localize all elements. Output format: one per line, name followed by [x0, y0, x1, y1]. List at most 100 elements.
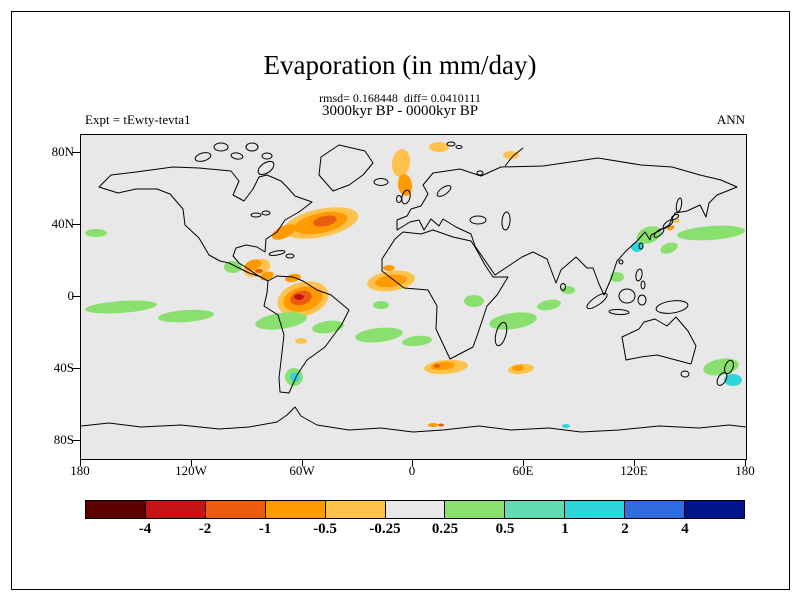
anomaly-patch-green	[537, 299, 561, 311]
lake-outline	[501, 211, 511, 231]
page-border	[11, 11, 790, 590]
experiment-label: Expt = tEwty-tevta1	[85, 112, 191, 127]
anomaly-patch-orange	[428, 423, 438, 427]
island	[637, 294, 647, 306]
island	[245, 142, 259, 152]
anomaly-patch-green	[158, 309, 214, 323]
anomaly-patch-orange	[271, 224, 297, 240]
coast-south-america	[263, 275, 350, 394]
island	[494, 321, 508, 347]
anomaly-patch-orangered	[434, 364, 440, 368]
anomaly-patch-red	[294, 294, 304, 300]
period-subtitle: 3000kyr BP - 0000kyr BP	[321, 103, 479, 119]
anomaly-patch-amber	[674, 218, 680, 224]
lake-outline	[476, 170, 484, 176]
anomaly-patch-amber	[429, 142, 449, 152]
colorbar	[85, 500, 745, 519]
island	[194, 152, 212, 162]
anomaly-patch-green	[255, 312, 307, 330]
island	[655, 300, 689, 314]
coast-novaya-zemlya	[504, 147, 524, 167]
colorbar-segment	[445, 501, 506, 518]
anomaly-patch-green	[561, 286, 575, 294]
colorbar-segment	[86, 501, 146, 518]
coast-north-america	[98, 166, 313, 282]
anomaly-patch-amber	[503, 151, 519, 159]
island	[608, 308, 630, 316]
coast-australia	[621, 316, 697, 365]
colorbar-segment	[505, 501, 566, 518]
island	[638, 242, 644, 250]
lake-outline	[469, 215, 487, 225]
colorbar-segment	[205, 501, 266, 518]
island	[586, 292, 608, 310]
anomaly-patches	[85, 142, 745, 428]
anomaly-patch-green	[224, 261, 242, 273]
island	[285, 253, 295, 259]
colorbar-segment	[565, 501, 626, 518]
colorbar-segment	[265, 501, 326, 518]
island	[653, 228, 665, 238]
anomaly-patch-cyan	[631, 242, 643, 252]
anomaly-patch-green	[355, 327, 403, 343]
anomaly-patch-orange	[383, 265, 395, 271]
anomaly-patch-orange	[431, 361, 455, 371]
lake-outline	[250, 212, 262, 218]
anomaly-patch-orangered	[255, 269, 263, 273]
island	[213, 142, 229, 152]
coast-africa	[381, 229, 509, 360]
island	[670, 213, 680, 221]
anomaly-patch-cyan	[562, 424, 570, 428]
island	[401, 189, 411, 205]
colorbar-segment	[325, 501, 386, 518]
island	[716, 372, 728, 386]
anomaly-patch-green	[85, 229, 107, 237]
coast-eurasia	[396, 157, 738, 296]
island	[675, 197, 683, 213]
coast-antarctica	[81, 406, 746, 433]
colorbar-segment	[145, 501, 206, 518]
island	[640, 280, 646, 290]
anomaly-patch-orange	[512, 365, 524, 371]
world-map	[81, 141, 746, 433]
anomaly-patch-orangered	[438, 423, 444, 427]
anomaly-patch-orangered	[313, 215, 337, 227]
island	[635, 268, 643, 282]
lake-outline	[436, 185, 452, 197]
anomaly-patch-green	[660, 242, 678, 254]
anomaly-patch-amber	[295, 338, 307, 344]
island	[268, 250, 286, 256]
anomaly-patch-amber	[391, 149, 411, 177]
lake-outline	[261, 210, 271, 216]
anomaly-patch-green	[636, 226, 662, 244]
figure-title: Evaporation (in mm/day)	[263, 50, 537, 80]
anomaly-patch-orange	[244, 259, 262, 271]
anomaly-patch-green	[464, 295, 484, 307]
island	[618, 259, 624, 265]
anomaly-patch-cyan	[724, 374, 742, 386]
anomaly-patch-green	[677, 225, 745, 241]
anomaly-patch-green	[85, 300, 157, 314]
island	[455, 145, 463, 149]
map-plot-area	[80, 134, 747, 460]
island	[396, 195, 402, 203]
anomaly-patch-green	[610, 272, 624, 282]
island	[257, 160, 275, 176]
anomaly-patch-green	[312, 320, 344, 334]
colorbar-segment	[625, 501, 686, 518]
stats-line: rmsd= 0.168448 diff= 0.0410111	[319, 91, 481, 105]
island	[230, 152, 244, 160]
coastlines	[81, 141, 746, 433]
anomaly-patch-green	[489, 312, 537, 330]
anomaly-patch-orange	[285, 273, 301, 283]
coast-greenland	[318, 144, 374, 192]
season-label: ANN	[716, 112, 745, 127]
colorbar-segment	[385, 501, 446, 518]
island	[446, 141, 456, 147]
anomaly-patch-green	[373, 301, 389, 309]
island	[680, 370, 690, 378]
island	[618, 288, 636, 304]
island	[373, 178, 389, 186]
colorbar-segment	[685, 501, 744, 518]
